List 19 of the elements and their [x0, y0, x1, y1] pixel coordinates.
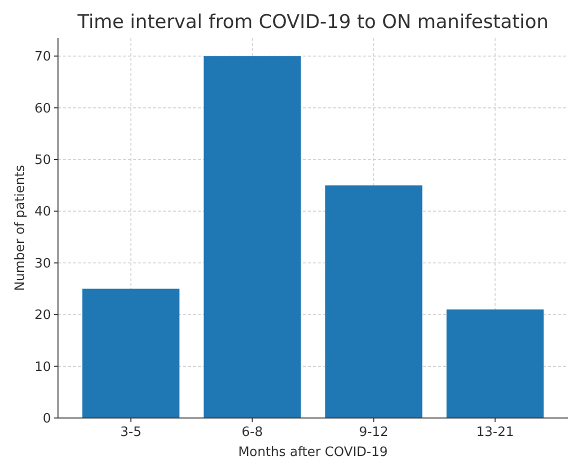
bar: [204, 56, 301, 418]
y-tick-label: 70: [34, 50, 51, 65]
x-tick-label: 3-5: [120, 425, 142, 440]
y-tick-label: 20: [34, 308, 51, 324]
y-tick-label: 50: [34, 153, 51, 168]
y-tick-label: 30: [34, 256, 51, 272]
x-tick-label: 9-12: [358, 425, 388, 440]
x-tick-label: 13-21: [476, 425, 514, 440]
chart-title: Time interval from COVID-19 to ON manifestation: [76, 11, 549, 33]
x-axis-title: Months after COVID-19: [238, 445, 388, 460]
bar: [82, 288, 180, 418]
bar: [446, 309, 544, 418]
y-tick-label: 60: [34, 101, 51, 116]
y-axis-title: Number of patients: [13, 164, 28, 292]
y-tick-label: 10: [34, 360, 51, 375]
bar: [325, 185, 422, 418]
y-tick-label: 0: [42, 412, 51, 427]
x-tick-label: 6-8: [242, 425, 263, 440]
y-tick-label: 40: [34, 204, 51, 220]
